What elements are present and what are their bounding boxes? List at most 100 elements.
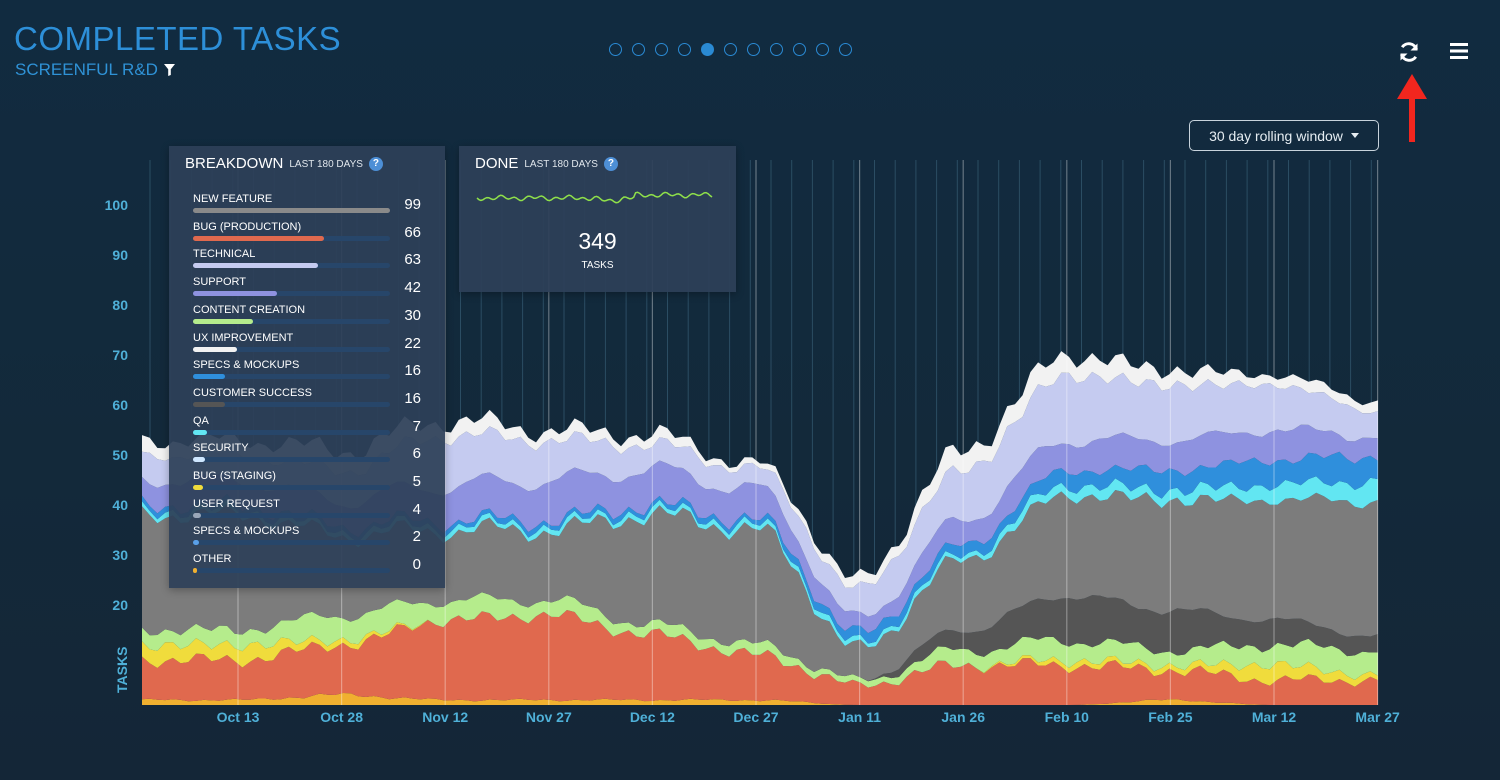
- x-tick-label: Oct 28: [320, 709, 363, 725]
- page-dot[interactable]: [678, 43, 691, 56]
- done-count: 349: [578, 228, 617, 254]
- page-dot[interactable]: [701, 43, 714, 56]
- area-series: [142, 371, 1378, 617]
- team-filter[interactable]: SCREENFUL R&D: [15, 60, 175, 80]
- breakdown-label: USER REQUEST: [193, 497, 280, 510]
- breakdown-row: QA 7: [193, 415, 433, 441]
- breakdown-bar: [193, 540, 199, 546]
- breakdown-title: BREAKDOWN: [185, 155, 284, 172]
- page-dot[interactable]: [724, 43, 737, 56]
- y-axis-label: TASKS: [114, 647, 130, 693]
- help-icon[interactable]: ?: [603, 156, 618, 171]
- breakdown-row: BUG (PRODUCTION) 66: [193, 221, 433, 247]
- breakdown-value: 99: [404, 196, 421, 213]
- breakdown-bar: [193, 512, 201, 518]
- dashboard-pager[interactable]: [609, 43, 852, 56]
- rolling-window-label: 30 day rolling window: [1209, 127, 1343, 144]
- x-tick-label: Jan 26: [941, 709, 985, 725]
- breakdown-row: TECHNICAL 63: [193, 248, 433, 274]
- breakdown-value: 63: [404, 251, 421, 269]
- x-tick-label: Nov 12: [422, 709, 468, 725]
- page-dot[interactable]: [816, 43, 829, 56]
- y-tick-label: 70: [112, 347, 128, 363]
- breakdown-label: BUG (PRODUCTION): [193, 220, 302, 233]
- breakdown-bar: [193, 346, 237, 352]
- page-dot[interactable]: [839, 43, 852, 56]
- breakdown-row: SPECS & MOCKUPS 2: [193, 525, 433, 551]
- page-dot[interactable]: [655, 43, 668, 56]
- breakdown-label: UX IMPROVEMENT: [193, 331, 294, 344]
- breakdown-bar: [193, 457, 205, 463]
- breakdown-value: 42: [404, 279, 421, 297]
- page-dot[interactable]: [747, 43, 760, 56]
- rolling-window-dropdown[interactable]: 30 day rolling window: [1189, 120, 1379, 151]
- breakdown-bar: [193, 235, 325, 241]
- breakdown-value: 22: [404, 334, 421, 352]
- help-icon[interactable]: ?: [368, 156, 383, 171]
- breakdown-row: OTHER 0: [193, 553, 433, 579]
- refresh-icon[interactable]: [1397, 40, 1421, 64]
- done-panel: DONE LAST 180 DAYS ? 349 TASKS: [459, 146, 736, 292]
- area-series: [142, 424, 1378, 634]
- x-gridlines: [237, 160, 1379, 705]
- breakdown-value: 7: [412, 417, 421, 435]
- done-period: LAST 180 DAYS: [524, 158, 598, 170]
- breakdown-bar-track: [193, 318, 390, 324]
- area-series: [142, 476, 1378, 648]
- page-dot[interactable]: [770, 43, 783, 56]
- breakdown-panel: BREAKDOWN LAST 180 DAYS ? NEW FEATURE 99 B…: [169, 146, 445, 588]
- page-dot[interactable]: [793, 43, 806, 56]
- area-series: [142, 693, 1378, 705]
- breakdown-bar-track: [193, 235, 390, 241]
- area-series: [142, 490, 1378, 681]
- breakdown-label: OTHER: [193, 553, 232, 566]
- breakdown-label: NEW FEATURE: [193, 193, 273, 205]
- y-tick-label: 40: [112, 497, 128, 513]
- breakdown-label: CUSTOMER SUCCESS: [193, 386, 312, 399]
- y-tick-label: 20: [112, 597, 128, 613]
- breakdown-label: SPECS & MOCKUPS: [193, 359, 300, 372]
- breakdown-label: QA: [193, 414, 209, 427]
- breakdown-label: CONTENT CREATION: [193, 303, 306, 316]
- breakdown-value: 5: [412, 473, 421, 490]
- page-dot[interactable]: [632, 43, 645, 56]
- x-tick-label: Dec 12: [630, 709, 675, 725]
- breakdown-bar: [193, 318, 253, 324]
- x-axis: Oct 13 Oct 28 Nov 12 Nov 27 Dec 12 Dec 27 Jan …: [217, 709, 1400, 725]
- y-tick-label: 90: [112, 247, 128, 263]
- y-tick-label: 60: [112, 397, 128, 413]
- breakdown-row: SECURITY 6: [193, 442, 433, 468]
- x-tick-label: Mar 12: [1252, 709, 1297, 725]
- breakdown-bar: [193, 263, 319, 269]
- breakdown-bar: [193, 485, 203, 490]
- done-unit: TASKS: [581, 260, 614, 271]
- x-tick-label: Feb 10: [1045, 709, 1090, 725]
- breakdown-bar-track: [193, 291, 390, 297]
- breakdown-value: 66: [404, 223, 421, 241]
- x-tick-label: Jan 11: [838, 709, 881, 725]
- breakdown-bar-track: [193, 208, 390, 213]
- breakdown-row: UX IMPROVEMENT 22: [193, 332, 433, 358]
- breakdown-bar-track: [193, 374, 390, 380]
- breakdown-bar: [193, 208, 390, 213]
- breakdown-bar-track: [193, 512, 390, 518]
- page-dot[interactable]: [609, 43, 622, 56]
- hamburger-menu-icon[interactable]: [1448, 41, 1470, 61]
- breakdown-period: LAST 180 DAYS: [289, 158, 363, 170]
- y-axis: 20 30 40 50 60 70 80 90 100: [105, 197, 129, 613]
- area-series: [142, 610, 1378, 705]
- y-tick-label: 50: [112, 447, 128, 463]
- filter-icon[interactable]: [163, 64, 175, 76]
- team-name: SCREENFUL R&D: [15, 60, 158, 79]
- area-series: [142, 592, 1378, 688]
- breakdown-label: SPECS & MOCKUPS: [193, 525, 300, 538]
- x-tick-label: Feb 25: [1148, 709, 1193, 725]
- x-tick-label: Dec 27: [733, 709, 778, 725]
- breakdown-row: SPECS & MOCKUPS 16: [193, 359, 433, 385]
- breakdown-row: CUSTOMER SUCCESS 16: [193, 387, 433, 413]
- breakdown-value: 16: [404, 389, 421, 407]
- done-sparkline: [476, 191, 713, 204]
- breakdown-bar: [193, 401, 225, 407]
- breakdown-value: 16: [404, 362, 421, 380]
- breakdown-label: BUG (STAGING): [193, 470, 276, 482]
